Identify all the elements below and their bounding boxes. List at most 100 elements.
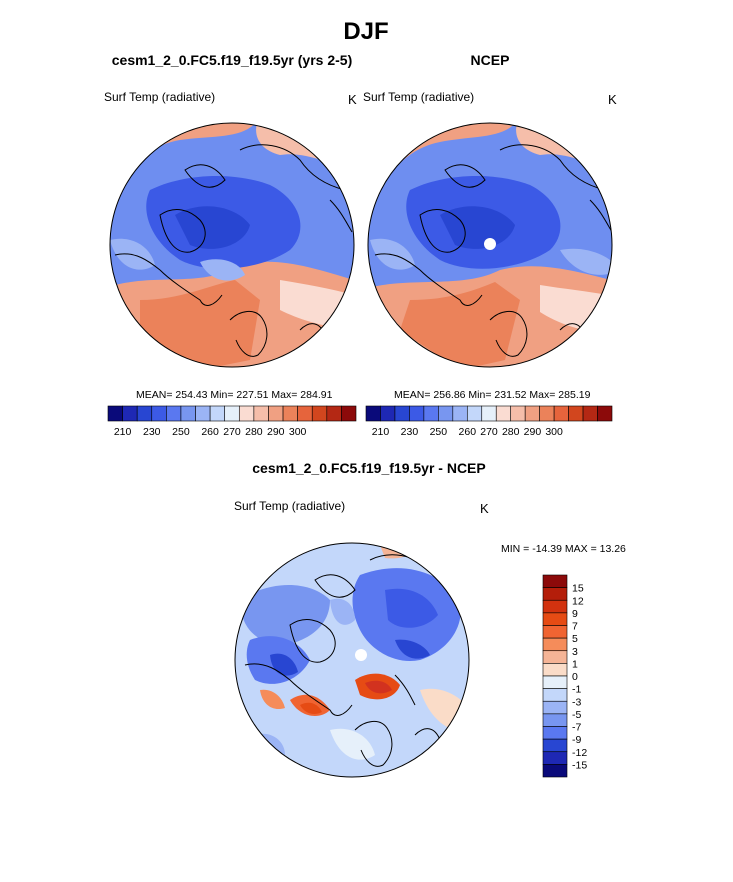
panel1-colorbar-box [180, 405, 196, 422]
panel3-colorbar-tick-label: 3 [572, 646, 578, 658]
panel3-colorbar-tick-label: 1 [572, 658, 578, 670]
panel3-variable-label: Surf Temp (radiative) [234, 499, 346, 513]
panel2-colorbar-box [409, 405, 425, 422]
panel1-colorbar-box [224, 405, 240, 422]
panel1-colorbar-box [297, 405, 313, 422]
panel2-colorbar-box [539, 405, 555, 422]
page-title: DJF [343, 18, 389, 45]
panel1-colorbar-box [326, 405, 342, 422]
panel1-colorbar-box [253, 405, 269, 422]
panel1-colorbar-tick-label: 300 [289, 426, 307, 438]
panel2-colorbar-tick-label: 270 [480, 426, 498, 438]
panel1-colorbar-box [209, 405, 226, 422]
panel3-colorbar-box [542, 700, 568, 715]
panel1-colorbar-box [195, 405, 211, 422]
panel2-colorbar-box [553, 405, 569, 422]
panel2-colorbar-box [394, 405, 410, 422]
panel3-colorbar-box [542, 751, 568, 765]
panel3-colorbar-tick-label: 7 [572, 621, 578, 633]
panel3-colorbar-box [542, 637, 568, 652]
panel1-colorbar-tick-label: 260 [201, 426, 219, 438]
panel2-colorbar-box [452, 405, 468, 422]
panel1-colorbar-box [122, 405, 138, 422]
panel3-colorbar-box [542, 625, 568, 639]
panel1-colorbar: 210 230 250 260 270 280 290 300 [107, 405, 357, 438]
panel3-colorbar-tick-label: 15 [572, 583, 584, 595]
panel3-colorbar-tick-label: -7 [572, 722, 581, 734]
panel2-colorbar-box [481, 405, 497, 422]
panel1-colorbar-box [238, 405, 255, 422]
panel1-map [110, 123, 354, 367]
panel1-colorbar-box [341, 405, 357, 422]
panel2-pole-marker [484, 238, 496, 250]
panel2-colorbar-tick-label: 290 [524, 426, 542, 438]
panel3-colorbar-box [542, 612, 568, 626]
panel1-colorbar-box [107, 405, 123, 422]
panel2-variable-label: Surf Temp (radiative) [363, 90, 475, 104]
panel3-colorbar-tick-label: -3 [572, 696, 581, 708]
panel2-colorbar-box [568, 405, 584, 422]
panel2-map [368, 123, 612, 367]
panel3-colorbar-tick-label: 12 [572, 595, 584, 607]
panel2-stats: MEAN= 256.86 Min= 231.52 Max= 285.19 [394, 389, 591, 401]
panel1-colorbar-tick-label: 250 [172, 426, 190, 438]
panel1-colorbar-box [151, 405, 167, 422]
panel3-title: cesm1_2_0.FC5.f19_f19.5yr - NCEP [252, 460, 486, 476]
panel2-colorbar-box [423, 405, 439, 422]
panel2-colorbar-box [365, 405, 381, 422]
panel1-title: cesm1_2_0.FC5.f19_f19.5yr (yrs 2-5) [111, 52, 353, 68]
panel3-pole-marker [355, 649, 367, 661]
panel1-colorbar-tick-label: 230 [143, 426, 161, 438]
panel3-colorbar-box [542, 738, 568, 753]
panel2-colorbar-box [510, 405, 526, 422]
panel1-colorbar-tick-label: 280 [245, 426, 263, 438]
panel1-colorbar-box [136, 405, 153, 422]
panel1-colorbar-box [282, 405, 298, 422]
panel3-colorbar-tick-label: -1 [572, 684, 581, 696]
panel1-colorbar-box [166, 405, 182, 422]
panel3-colorbar-box [542, 688, 568, 702]
panel1-units-label: K [348, 92, 357, 107]
panel1-colorbar-tick-label: 270 [223, 426, 241, 438]
panel3-colorbar-tick-label: 9 [572, 608, 578, 620]
panel1-colorbar-tick-label: 290 [267, 426, 285, 438]
panel3-colorbar-box [542, 764, 568, 778]
panel2-colorbar-box [524, 405, 540, 422]
panel3-units-label: K [480, 501, 489, 516]
panel3-colorbar-box [542, 587, 568, 601]
panel2-colorbar-tick-label: 300 [545, 426, 563, 438]
panel3-colorbar-box [542, 675, 568, 689]
panel3-colorbar-box [542, 663, 568, 677]
panel2-colorbar-box [466, 405, 483, 422]
panel2-colorbar-box [582, 405, 598, 422]
panel2-title: NCEP [470, 52, 510, 68]
panel3-colorbar-tick-label: -5 [572, 709, 581, 721]
panel2-colorbar-tick-label: 280 [502, 426, 520, 438]
panel2-colorbar: 210 230 250 260 270 280 290 300 [365, 405, 613, 438]
panel3-colorbar-tick-label: 0 [572, 671, 578, 683]
panel2-colorbar-box [380, 405, 396, 422]
panel1-variable-label: Surf Temp (radiative) [104, 90, 216, 104]
panel1-colorbar-tick-label: 210 [114, 426, 132, 438]
panel3-colorbar-box [542, 713, 568, 727]
panel3-colorbar-box [542, 650, 568, 664]
panel2-colorbar-tick-label: 210 [372, 426, 390, 438]
panel1-colorbar-box [268, 405, 284, 422]
panel2-units-label: K [608, 92, 617, 107]
panel2-colorbar-box [438, 405, 454, 422]
panel3-colorbar-box [542, 599, 568, 614]
panel3-map [235, 543, 469, 777]
panel2-colorbar-tick-label: 230 [401, 426, 419, 438]
panel1-stats: MEAN= 254.43 Min= 227.51 Max= 284.91 [136, 389, 333, 401]
panel2-coastlines [374, 144, 612, 357]
panel3-colorbar-tick-label: 5 [572, 633, 578, 645]
panel3-colorbar-box [542, 726, 568, 740]
panel2-colorbar-tick-label: 250 [430, 426, 448, 438]
panel3-colorbar-tick-label: -12 [572, 747, 587, 759]
panel3-colorbar-box [542, 574, 568, 588]
panel3-colorbar-tick-label: -15 [572, 759, 587, 771]
panel3-colorbar-tick-label: -9 [572, 734, 581, 746]
panel1-colorbar-box [311, 405, 328, 422]
